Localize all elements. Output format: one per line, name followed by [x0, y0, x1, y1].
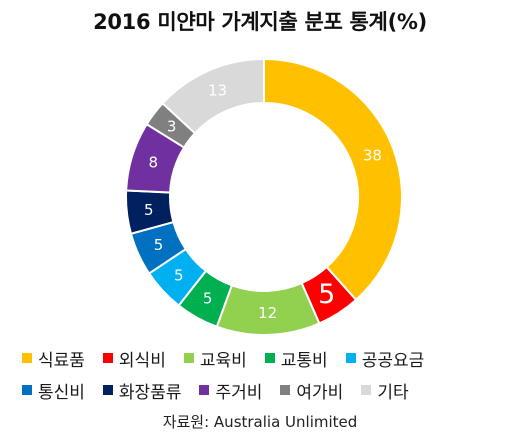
legend-row: 식료품 외식비 교육비 교통비 공공요금: [22, 343, 502, 373]
chart-title: 2016 미얀마 가계지출 분포 통계(%): [93, 10, 427, 34]
legend-item-1: 식료품: [22, 346, 85, 371]
legend-item-4: 교통비: [264, 346, 328, 371]
slice-label-9: 3: [167, 118, 177, 136]
legend-label: 기타: [377, 382, 409, 403]
legend-label: 교육비: [199, 350, 247, 371]
legend-item-7: 화장품류: [102, 378, 182, 403]
legend-item-9: 여가비: [280, 378, 343, 403]
source-note: 자료원: Australia Unlimited: [162, 413, 358, 431]
legend-row: 통신비 화장품류 주거비 여가비 기타: [22, 375, 502, 405]
legend-label: 주거비: [215, 382, 263, 403]
legend-swatch: [280, 385, 291, 395]
legend-label: 여가비: [296, 382, 344, 403]
legend-swatch: [22, 353, 32, 363]
slice-label-4: 5: [203, 289, 213, 307]
legend-swatch: [361, 385, 372, 395]
slices-group: [125, 57, 403, 336]
slice-label-6: 5: [154, 236, 164, 254]
legend-swatch: [102, 385, 113, 395]
legend-label: 교통비: [280, 350, 328, 371]
slice-label-1: 38: [363, 147, 382, 165]
legend-swatch: [183, 353, 194, 363]
legend-swatch: [345, 353, 356, 363]
slice-label-7: 5: [144, 201, 154, 219]
legend-label: 외식비: [118, 350, 166, 371]
slice-1: [263, 57, 403, 302]
legend-item-3: 교육비: [183, 346, 247, 371]
legend-item-10: 기타: [361, 378, 409, 403]
legend-swatch: [102, 353, 113, 363]
slice-label-2: 5: [318, 279, 335, 310]
legend-swatch: [22, 385, 32, 395]
legend-item-2: 외식비: [102, 346, 166, 371]
slice-label-5: 5: [174, 267, 184, 285]
slice-label-10: 13: [208, 82, 227, 100]
legend-item-6: 통신비: [22, 378, 85, 403]
slice-label-3: 12: [258, 304, 277, 322]
slice-10: [161, 57, 265, 135]
legend: 식료품 외식비 교육비 교통비 공공요금 통신비 화장품류 주거비 여가비 기타: [22, 343, 502, 407]
legend-label: 화장품류: [118, 382, 182, 403]
legend-item-5: 공공요금: [345, 346, 425, 371]
slice-label-8: 8: [148, 154, 158, 172]
legend-swatch: [264, 353, 275, 363]
legend-swatch: [199, 385, 210, 395]
legend-item-8: 주거비: [199, 378, 262, 403]
legend-label: 공공요금: [361, 350, 425, 371]
legend-label: 식료품: [38, 350, 85, 371]
legend-label: 통신비: [38, 382, 85, 403]
